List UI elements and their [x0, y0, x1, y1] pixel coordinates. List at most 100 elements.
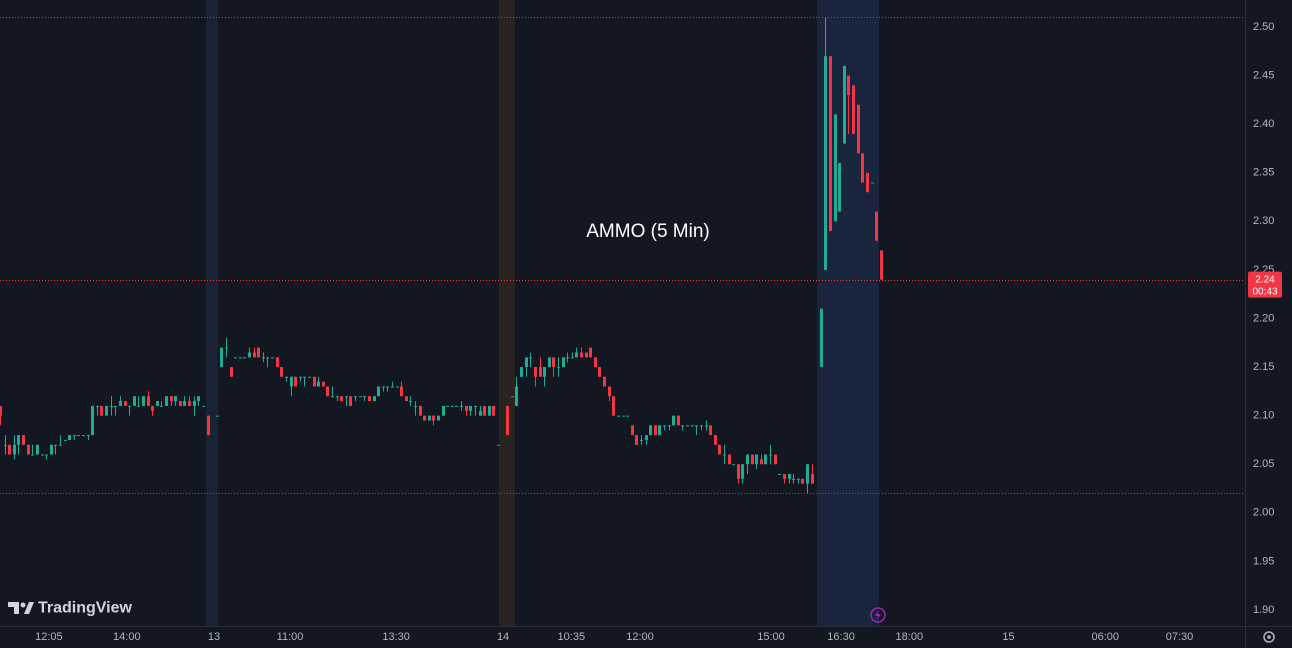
y-tick-label: 2.05: [1253, 458, 1274, 470]
candle-body: [137, 405, 140, 407]
y-tick-label: 2.00: [1253, 507, 1274, 519]
x-tick-label: 16:30: [827, 631, 855, 643]
candle-body: [41, 454, 44, 456]
candle-body: [506, 405, 509, 436]
candle-body: [746, 454, 749, 465]
candle-body: [479, 410, 482, 416]
candle-body: [239, 357, 242, 359]
candle-body: [216, 415, 219, 417]
candle-body: [797, 478, 800, 480]
candle-body: [594, 357, 597, 368]
candle-body: [87, 435, 90, 437]
candle-body: [695, 425, 698, 427]
candle-body: [801, 478, 804, 484]
candle-body: [543, 367, 546, 377]
candle-body: [686, 425, 689, 427]
x-tick-label: 18:00: [896, 631, 924, 643]
candle-body: [396, 386, 399, 388]
candle-body: [174, 396, 177, 402]
candle-body: [769, 454, 772, 456]
candle-body: [645, 435, 648, 440]
candle-body: [737, 464, 740, 479]
candle-body: [128, 405, 131, 407]
settings-icon[interactable]: [1263, 631, 1275, 643]
candle-body: [617, 415, 620, 417]
candle-body: [331, 396, 334, 398]
candle-body: [834, 114, 837, 222]
candle-body: [700, 425, 703, 427]
candle-body: [409, 401, 412, 403]
candle-body: [165, 396, 168, 406]
candle-body: [451, 405, 454, 407]
candle-body: [589, 347, 592, 358]
candle-body: [188, 401, 191, 406]
candle-body: [548, 357, 551, 368]
x-tick-label: 13: [208, 631, 220, 643]
candle-body: [299, 376, 302, 378]
candle-body: [142, 396, 145, 406]
candle-body: [170, 396, 173, 402]
candle-body: [105, 405, 108, 416]
candle-body: [147, 396, 150, 406]
candle-body: [27, 444, 30, 455]
candle-body: [179, 401, 182, 406]
candle-body: [156, 401, 159, 406]
candle-body: [515, 386, 518, 406]
candle-body: [349, 396, 352, 406]
candle-body: [303, 376, 306, 378]
candle-body: [183, 401, 186, 406]
candle-body: [4, 444, 7, 446]
x-tick-label: 12:00: [626, 631, 654, 643]
candle-body: [54, 444, 57, 446]
candle-body: [405, 396, 408, 402]
last-price-tag: [1248, 271, 1282, 298]
candle-body: [488, 405, 491, 416]
candle-body: [230, 367, 233, 377]
candle-body: [811, 473, 814, 484]
session-band: [206, 0, 218, 626]
candle-body: [534, 367, 537, 377]
candle-body: [419, 405, 422, 416]
candle-body: [82, 435, 85, 437]
candle-body: [428, 415, 431, 421]
y-tick-label: 2.35: [1253, 167, 1274, 179]
x-tick-label: 14:00: [113, 631, 141, 643]
x-tick-label: 15:00: [757, 631, 785, 643]
candle-body: [483, 405, 486, 416]
candle-body: [266, 357, 269, 359]
candle-body: [649, 425, 652, 436]
candle-body: [197, 396, 200, 402]
candle-body: [529, 357, 532, 359]
y-tick-label: 2.10: [1253, 410, 1274, 422]
candle-body: [432, 415, 435, 421]
candle-body: [234, 357, 237, 359]
candle-body: [672, 415, 675, 426]
candle-body: [774, 454, 777, 465]
candle-body: [50, 444, 53, 455]
candle-body: [492, 405, 495, 416]
candle-body: [511, 396, 514, 398]
candle-body: [271, 357, 274, 359]
candle-body: [114, 405, 117, 407]
candle-body: [778, 473, 781, 475]
candle-body: [469, 405, 472, 411]
candle-body: [852, 85, 855, 134]
x-tick-label: 10:35: [558, 631, 586, 643]
candle-body: [764, 454, 767, 465]
candle-body: [824, 56, 827, 270]
candle-body: [373, 396, 376, 402]
brand-logo: TradingView: [8, 600, 133, 617]
candle-body: [368, 396, 371, 402]
candle-body: [626, 415, 629, 417]
candle-body: [792, 478, 795, 480]
candle-body: [13, 444, 16, 455]
candle-body: [68, 435, 71, 440]
candle-body: [377, 386, 380, 397]
candle-body: [0, 405, 2, 416]
event-icon[interactable]: [870, 607, 886, 623]
candle-body: [788, 473, 791, 479]
candle-body: [580, 352, 583, 358]
candle-body: [474, 405, 477, 407]
